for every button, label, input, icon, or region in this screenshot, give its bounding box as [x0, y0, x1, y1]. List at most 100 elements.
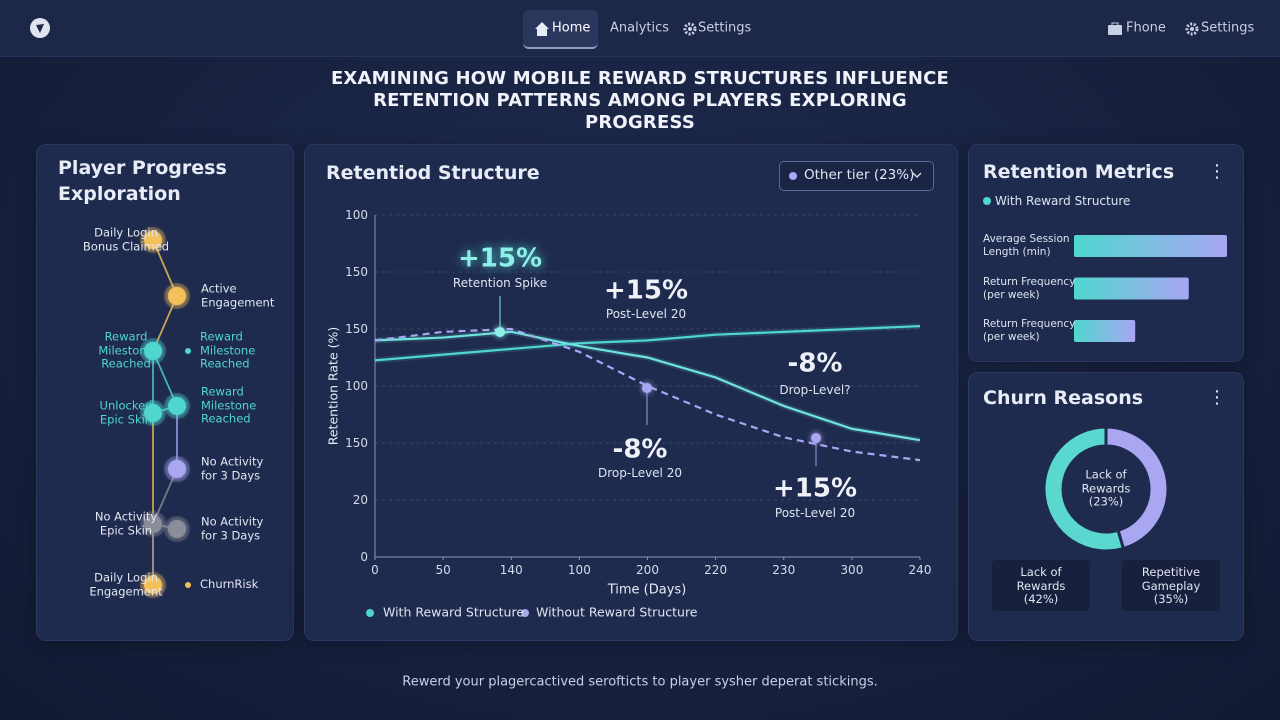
annotation-label: Drop-Level 20 [598, 465, 682, 480]
x-tick-label: 200 [636, 562, 659, 577]
y-tick-label: 150 [345, 264, 368, 279]
progress-node[interactable] [144, 515, 162, 533]
active-tab[interactable] [523, 10, 598, 49]
progress-node[interactable] [144, 342, 162, 360]
progress-dot [185, 348, 191, 354]
annotation-marker [811, 433, 821, 443]
progress-label: Reward Milestone Reached [200, 329, 256, 371]
legend-value: (42%) [1023, 592, 1059, 607]
gear-icon [1185, 22, 1199, 36]
bar [1074, 235, 1227, 257]
progress-label: No Activity for 3 Days [201, 454, 264, 482]
legend-box [1122, 560, 1220, 611]
chart-title: Retentiod Structure [326, 161, 540, 184]
y-tick-label: 150 [345, 435, 368, 450]
progress-label: Daily Login Bonus Claimed [82, 225, 170, 253]
progress-node[interactable] [168, 460, 186, 478]
progress-label: ChurnRisk [200, 577, 259, 592]
progress-node[interactable] [168, 397, 186, 415]
x-tick-label: 300 [840, 562, 864, 577]
panel-title: Retention Metrics [983, 160, 1175, 183]
bar [1074, 277, 1189, 300]
dropdown[interactable] [779, 161, 934, 191]
series-line [374, 330, 921, 442]
progress-node[interactable] [144, 404, 162, 422]
annotation-value: -8% [787, 348, 843, 379]
progress-dot [185, 582, 191, 588]
gear-icon [683, 22, 697, 36]
panel-title: Player Progress Exploration [58, 157, 227, 205]
x-tick-label: 240 [908, 562, 932, 577]
legend-box [992, 560, 1090, 611]
home-icon [535, 22, 549, 36]
chart-panel [304, 144, 958, 641]
x-tick-label: 230 [772, 562, 796, 577]
progress-label: No Activity for 3 Days [201, 514, 264, 542]
progress-link [152, 350, 178, 407]
progress-node[interactable] [168, 520, 186, 538]
nav-link[interactable]: Settings [1201, 20, 1255, 36]
annotation-label: Retention Spike [452, 275, 548, 290]
legend-label: With Reward Structure [383, 604, 525, 620]
nav-link[interactable]: Fhone [1126, 20, 1166, 36]
x-tick-label: 140 [499, 562, 523, 577]
x-tick-label: 50 [435, 562, 451, 577]
legend-value: (35%) [1153, 592, 1189, 607]
dropdown-label: Other tier (23%) [804, 167, 915, 184]
nav-link[interactable]: Analytics [610, 20, 670, 36]
progress-node[interactable] [144, 576, 162, 594]
nav-link[interactable]: Home [552, 20, 591, 36]
annotation-marker [495, 327, 505, 337]
annotation-marker [642, 383, 652, 393]
x-tick-label: 0 [371, 562, 379, 577]
bar-label: Return Frequency (per week) [983, 318, 1076, 343]
progress-node[interactable] [144, 231, 162, 249]
y-axis-label: Retention Rate (%) [325, 326, 341, 446]
legend-label: Lack of Rewards [1016, 565, 1066, 593]
bar [1074, 320, 1136, 342]
legend-label: Repetitive Gameplay [1141, 565, 1201, 593]
progress-label: Active Engagement [201, 281, 275, 309]
menu-dots[interactable]: ⋮ [1208, 161, 1226, 182]
legend-dot [366, 609, 374, 617]
bar-label: Return Frequency (per week) [983, 275, 1076, 301]
progress-node[interactable] [168, 287, 186, 305]
logo [30, 18, 50, 38]
annotation-value: -8% [612, 434, 668, 465]
y-tick-label: 150 [345, 321, 368, 336]
donut-segment [1042, 425, 1126, 553]
y-tick-label: 20 [352, 492, 368, 507]
legend-label: With Reward Structure [995, 193, 1131, 208]
annotation-value: +15% [772, 473, 858, 504]
bar-label: Average Session Length (min) [983, 233, 1070, 258]
legend-dot [983, 197, 991, 205]
progress-link [152, 468, 178, 525]
donut-segment [1104, 425, 1170, 551]
legend-dot [521, 609, 529, 617]
panel-title: Churn Reasons [983, 386, 1144, 409]
progress-label: Reward Milestone Reached [98, 329, 154, 371]
nav-link[interactable]: Settings [698, 20, 752, 36]
progress-label: Daily Login Engagement [89, 570, 163, 598]
dropdown-dot [789, 172, 797, 180]
series-line [374, 325, 921, 362]
progress-link [152, 239, 178, 297]
donut-center-label: Lack of Rewards (23%) [1081, 467, 1131, 509]
x-tick-label: 100 [567, 562, 591, 577]
x-axis-label: Time (Days) [607, 582, 687, 598]
footer-text: Rewerd your plagercactived serofticts to… [402, 674, 878, 690]
phone-icon [1108, 22, 1122, 35]
annotation-label: Post-Level 20 [774, 505, 856, 520]
dropdown-caret [912, 172, 922, 179]
menu-dots[interactable]: ⋮ [1208, 387, 1226, 408]
legend-label: Without Reward Structure [536, 604, 698, 620]
y-tick-label: 100 [345, 378, 368, 393]
progress-label: No Activity Epic Skin [94, 509, 158, 537]
annotation-label: Post-Level 20 [605, 306, 687, 321]
x-tick-label: 220 [704, 562, 728, 577]
progress-label: Unlocked Epic Skin [99, 398, 153, 426]
page-title: EXAMINING HOW MOBILE REWARD STRUCTURES I… [330, 68, 950, 133]
